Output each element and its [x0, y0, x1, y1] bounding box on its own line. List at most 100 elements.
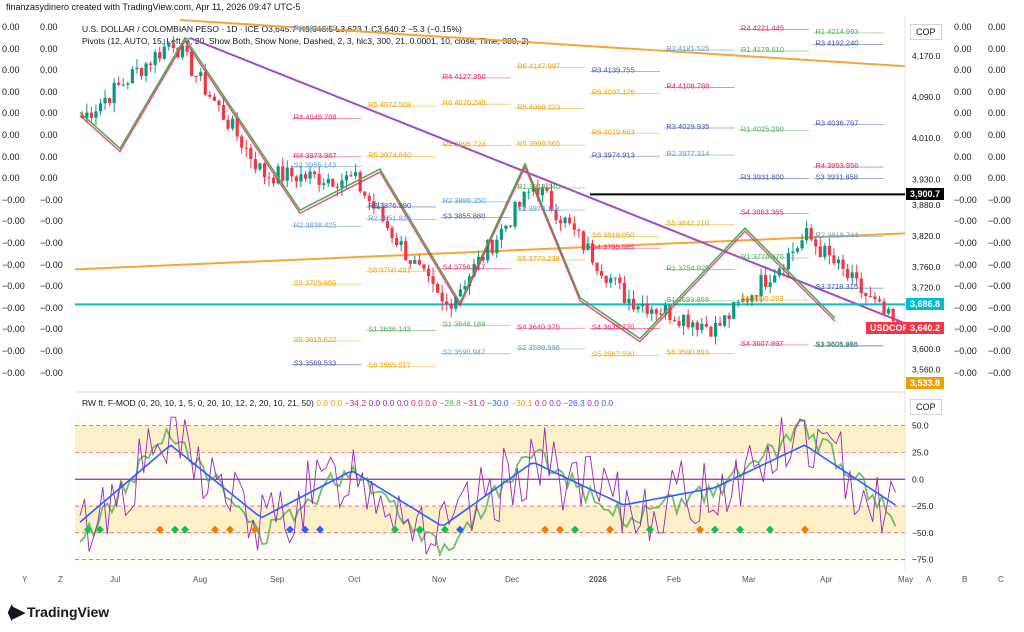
time-axis-label: 2026 — [589, 575, 607, 584]
candle-body — [586, 243, 590, 251]
price-tick-label: 3,720.0 — [912, 282, 941, 292]
candle-body — [94, 111, 98, 118]
candle-body — [709, 326, 713, 337]
price-unit-label[interactable]: COP — [910, 24, 942, 40]
left-scale-value: 0.00 — [2, 151, 20, 162]
pivot-label: S4 3640.370 — [517, 322, 560, 331]
left-scale-letter[interactable]: Z — [58, 575, 63, 584]
candle-body — [527, 191, 531, 193]
right-scale-value: 0.00 — [988, 65, 1006, 76]
pivot-label: S2 3590.947 — [443, 348, 486, 357]
right-scale-value: 0.00 — [954, 108, 972, 119]
candle-body — [363, 191, 367, 196]
price-chart[interactable]: R2 4221.925 R1 4214.993 R1 4179.610 R2 4181… — [0, 0, 1024, 600]
pivot-label: R2 4181.525 — [666, 44, 709, 53]
candle-body — [240, 136, 244, 148]
right-scale-letter[interactable]: A — [926, 575, 932, 584]
candle-body — [859, 278, 863, 293]
osc-value: 0.0 — [584, 398, 599, 408]
left-scale-value: −0.00 — [40, 324, 63, 335]
candle-body — [882, 301, 886, 314]
candle-body — [139, 67, 144, 76]
left-scale-value: 0.00 — [40, 86, 58, 97]
left-scale-value: −0.00 — [40, 194, 63, 205]
pivot-label: S6 3565.517 — [368, 361, 411, 370]
pivot-label: R3 4192.240 — [815, 39, 858, 48]
osc-value: 0.0 — [408, 398, 423, 408]
pivot-label: R1 4214.993 — [815, 27, 858, 36]
pivot-label: R5 4068.223 — [517, 102, 560, 111]
candle-body — [499, 228, 503, 240]
pivot-label: S4 3863.365 — [741, 208, 784, 217]
candle-body — [130, 69, 134, 84]
left-scale: 0.00 0.00 0.00 0.00 0.00 0.00 0.00 0.00 0.00 0.00… — [0, 16, 74, 576]
candle-body — [805, 228, 809, 241]
zigzag-pink — [79, 39, 836, 343]
candle-body — [445, 301, 449, 305]
pivot-label: S5 3587.590 — [592, 349, 635, 358]
pivot-label: R6 4019.663 — [592, 127, 635, 136]
osc-tick-label: 25.0 — [912, 448, 929, 458]
pivot-label: R2 3818.744 — [815, 231, 858, 240]
time-axis-label: May — [898, 575, 914, 584]
pivot-label: S2 3599.996 — [517, 343, 560, 352]
candle-body — [727, 315, 731, 319]
left-scale-letter[interactable]: Y — [22, 575, 28, 584]
candle-body — [194, 75, 198, 77]
right-scale-letter[interactable]: C — [998, 575, 1004, 584]
price-axis: 4,170.0 4,090.0 4,010.0 3,930.0 3,880.0 3,820… — [912, 51, 941, 565]
time-axis-label: Mar — [742, 575, 756, 584]
candle-body — [463, 286, 467, 290]
oscillator-indicator-line[interactable]: RW ft. F-MOD (0, 20, 10, 1, 5, 0, 20, 10… — [82, 398, 613, 408]
candle-body — [167, 44, 171, 47]
osc-signal-marker — [801, 525, 809, 534]
time-axis-label: Dec — [505, 575, 520, 584]
time-axis[interactable]: Jul Aug Sep Oct Nov Dec 2026 Feb Mar Apr May Y Z A B C — [0, 575, 1024, 589]
candle-body — [262, 163, 267, 178]
candle-body — [303, 174, 308, 179]
osc-signal-marker — [301, 525, 309, 534]
candle-body — [422, 264, 426, 269]
price-tick-label: 3,880.0 — [912, 200, 941, 210]
candle-body — [549, 190, 554, 210]
candle-body — [299, 174, 303, 182]
candle-body — [135, 67, 139, 70]
symbol-line[interactable]: U.S. DOLLAR / COLOMBIAN PESO · 1D · ICE … — [82, 24, 462, 34]
pivot-label: R4 4127.350 — [443, 72, 486, 81]
candle-body — [472, 264, 476, 277]
osc-signal-marker — [456, 525, 464, 534]
right-scale-letter[interactable]: B — [962, 575, 968, 584]
osc-unit-label[interactable]: COP — [910, 399, 942, 415]
candle-body — [531, 187, 535, 192]
osc-tick-label: −75.0 — [912, 555, 934, 565]
osc-signal-marker — [316, 525, 324, 534]
osc-signal-marker — [711, 525, 719, 534]
candle-body — [754, 295, 759, 297]
left-scale-value: 0.00 — [40, 22, 58, 32]
time-axis-label: Feb — [667, 575, 681, 584]
right-scale-value: −0.00 — [954, 238, 977, 248]
tradingview-logo[interactable]: ⧫▶ TradingView — [8, 603, 109, 621]
price-tag: 3,900.7 — [906, 188, 945, 201]
osc-value: 0.0 — [366, 398, 381, 408]
pivot-label: R5 3996.565 — [517, 139, 560, 148]
pivot-label: R3 4029.935 — [666, 122, 709, 131]
price-tag: 3,640.2 — [906, 322, 945, 335]
candle-body — [595, 262, 599, 272]
candle-body — [126, 83, 130, 85]
right-scale-value: −0.00 — [988, 238, 1011, 248]
candle-body — [208, 94, 212, 97]
candle-body — [258, 163, 262, 170]
pivots-indicator-line[interactable]: Pivots (12, AUTO, 15, Left, 8, 20, Show … — [82, 36, 529, 46]
pivot-label: S2 3955.143 — [294, 160, 337, 169]
pivot-label: R2 3838.425 — [294, 220, 337, 229]
price-tick-label: 3,820.0 — [912, 231, 941, 241]
pivot-label: S4 3639.770 — [592, 323, 635, 332]
candle-body — [786, 252, 790, 270]
osc-value: −28.8 — [437, 398, 461, 408]
candle-body — [590, 243, 595, 263]
time-axis-label: Apr — [820, 575, 833, 584]
candle-body — [764, 275, 768, 287]
candle-body — [782, 268, 786, 270]
left-scale-value: −0.00 — [2, 346, 25, 356]
